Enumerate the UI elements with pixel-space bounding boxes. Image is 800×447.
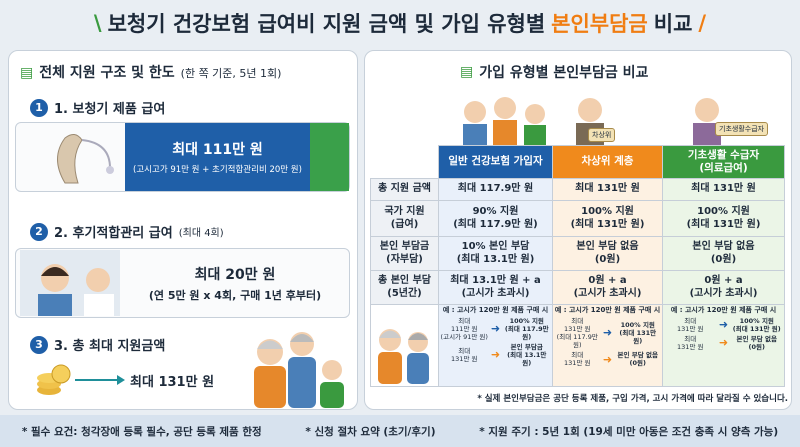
example-heading: 예 : 고시가 120만 원 제품 구매 시 <box>670 306 777 314</box>
row-label: 총 지원 금액 <box>370 178 439 201</box>
left-header: ▤ 전체 지원 구조 및 한도 (한 쪽 기준, 5년 1회) <box>20 62 281 82</box>
amount-box: 최대 111만 원 (고시고가 91만 원 + 초기적합관리비 20만 원) <box>125 123 310 191</box>
example-row: 예 : 고시가 120만 원 제품 구매 시 최대 111만 원 (고시가 91만… <box>370 304 785 387</box>
family-illustration <box>254 332 344 408</box>
corner-cell <box>371 146 439 179</box>
icon: ▤ <box>460 64 474 80</box>
example-item: 최대 131만 원 (최대 117.9만 원) <box>556 316 598 350</box>
cell: 10% 본인 부담 (최대 13.1만 원) <box>438 236 553 271</box>
example-item: 본인 부담 없음 (0원) <box>736 335 777 352</box>
footer-item: * 필수 요건: 청각장애 등록 필수, 공단 등록 제품 한정 <box>21 425 262 438</box>
arrow: ➜ <box>602 326 613 340</box>
table-row: 총 본인 부담 (5년간) 최대 13.1만 원 + a (고시가 초과시) 0원 … <box>370 270 785 305</box>
icon: ▤ <box>20 65 34 81</box>
left-header-note: (한 쪽 기준, 5년 1회) <box>180 67 282 80</box>
example-grid: 최대 131만 원 ➜ 100% 지원 (최대 131만 원) 최대 131만 원 ➜ 본… <box>664 317 783 352</box>
column-header: 차상위 계층 <box>552 145 663 179</box>
section-title-text: 2. 후기적합관리 급여 <box>54 226 173 241</box>
table-row: 총 지원 금액 최대 117.9만 원 최대 131만 원 최대 131만 원 <box>370 178 785 201</box>
column-header: 일반 건강보험 가입자 <box>438 145 553 179</box>
green-stripe <box>310 123 349 191</box>
badge: 차상위 <box>588 128 616 142</box>
cell: 100% 지원 (최대 131만 원) <box>662 200 785 237</box>
section-title-text: 3. 총 최대 지원금액 <box>54 339 166 354</box>
badge: 기초생활수급자 <box>715 122 769 136</box>
row-label: 총 본인 부담 (5년간) <box>370 270 439 305</box>
column-header: 기초생활 수급자 (의료급여) <box>662 145 785 179</box>
cell: 본인 부담 없음 (0원) <box>552 236 663 271</box>
arrow: ➜ <box>490 348 501 362</box>
cell: 최대 13.1만 원 + a (고시가 초과시) <box>438 270 553 305</box>
example-item: 본인 부담금 (최대 13.1만 원) <box>507 343 547 368</box>
amount: 최대 20만 원 <box>194 267 276 283</box>
amount: 최대 131만 원 <box>130 375 215 390</box>
comparison-table: 일반 건강보험 가입자 차상위 계층 기초생활 수급자 (의료급여) 총 지원 금액 최… <box>370 145 785 387</box>
people-illustration <box>463 97 721 145</box>
section-text: 최대 20만 원 (연 5만 원 x 4회, 구매 1년 후부터) <box>130 264 340 303</box>
title-main: 보청기 건강보험 급여비 지원 금액 및 가입 유형별 <box>107 12 546 36</box>
left-header-title: 전체 지원 구조 및 한도 <box>39 65 175 81</box>
cell: 최대 131만 원 <box>662 178 785 201</box>
deco: / <box>698 11 707 35</box>
cell: 90% 지원 (최대 117.9만 원) <box>438 200 553 237</box>
detail: (고시고가 91만 원 + 초기적합관리비 20만 원) <box>133 165 302 175</box>
example-item: 최대 131만 원 <box>451 347 478 364</box>
footer-bar: * 필수 요건: 청각장애 등록 필수, 공단 등록 제품 한정 * 신청 절차 … <box>0 415 800 447</box>
cell: 100% 지원 (최대 131만 원) <box>552 200 663 237</box>
cell: 최대 131만 원 <box>552 178 663 201</box>
footer-item: * 지원 주기 : 5년 1회 (19세 미만 아동은 조건 충족 시 양측 가… <box>479 425 779 438</box>
section-title: 2 2. 후기적합관리 급여 (최대 4회) <box>30 222 224 241</box>
example-heading: 예 : 고시가 120만 원 제품 구매 시 <box>442 306 549 314</box>
header-row: 일반 건강보험 가입자 차상위 계층 기초생활 수급자 (의료급여) <box>371 145 785 179</box>
section-number: 3 <box>30 335 48 354</box>
example-heading: 예 : 고시가 120만 원 제품 구매 시 <box>554 306 661 314</box>
arrow: ➜ <box>718 336 729 350</box>
row-label: 국가 지원 (급여) <box>370 200 439 237</box>
deco: \ <box>93 11 102 35</box>
cell: 0원 + a (고시가 초과시) <box>662 270 785 305</box>
example-item: 최대 131만 원 <box>677 316 704 333</box>
table-row: 국가 지원 (급여) 90% 지원 (최대 117.9만 원) 100% 지원 (최… <box>370 200 785 237</box>
example-grid: 최대 111만 원 (고시가 91만 원) ➜ 100% 지원 (최대 117.9만… <box>440 317 551 368</box>
section-title-text: 1. 보청기 제품 급여 <box>54 102 166 117</box>
row-label: 본인 부담금 (자부담) <box>370 236 439 271</box>
cell: 본인 부담 없음 (0원) <box>662 236 785 271</box>
example-item: 100% 지원 (최대 131만 원) <box>732 316 781 333</box>
example-item: 100% 지원 (최대 117.9만 원) <box>504 316 549 341</box>
couple-illustration <box>378 329 429 384</box>
title-tail: 비교 <box>653 12 693 36</box>
fitting-illustration <box>20 250 120 316</box>
coins-arrow <box>37 364 125 395</box>
section-number: 2 <box>30 222 48 241</box>
section-title: 3 3. 총 최대 지원금액 <box>30 335 165 354</box>
amount: 최대 111만 원 <box>172 142 263 158</box>
section-note: (최대 4회) <box>178 228 224 239</box>
hearing-aid-icon <box>57 134 114 184</box>
arrow: ➜ <box>718 318 729 331</box>
section-title: 1 1. 보청기 제품 급여 <box>30 98 165 117</box>
example-item: 100% 지원 (최대 131만 원) <box>619 320 657 346</box>
table-row: 본인 부담금 (자부담) 10% 본인 부담 (최대 13.1만 원) 본인 부담 … <box>370 236 785 271</box>
title-highlight: 본인부담금 <box>551 12 648 36</box>
example-item: 최대 131만 원 <box>564 351 591 368</box>
right-header: ▤ 가입 유형별 본인부담금 비교 <box>460 62 648 82</box>
detail: (연 5만 원 x 4회, 구매 1년 후부터) <box>148 289 322 302</box>
section-number: 1 <box>30 98 48 117</box>
footnote: * 실제 본인부담금은 공단 등록 제품, 구입 가격, 고시 가격에 따라 달… <box>477 394 788 404</box>
example-item: 본인 부담 없음 (0원) <box>617 351 658 368</box>
right-header-title: 가입 유형별 본인부담금 비교 <box>479 65 649 81</box>
title-bar: \ 보청기 건강보험 급여비 지원 금액 및 가입 유형별 본인부담금 비교 / <box>0 0 800 46</box>
cell: 최대 117.9만 원 <box>438 178 553 201</box>
arrow: ➜ <box>490 322 501 336</box>
arrow: ➜ <box>602 352 613 366</box>
example-item: 최대 131만 원 <box>677 335 704 352</box>
example-grid: 최대 131만 원 (최대 117.9만 원) ➜ 100% 지원 (최대 131만… <box>554 317 661 368</box>
cell: 0원 + a (고시가 초과시) <box>552 270 663 305</box>
example-item: 최대 111만 원 (고시가 91만 원) <box>440 316 488 341</box>
footer-item: * 신청 절차 요약 (초기/후기) <box>305 425 436 438</box>
